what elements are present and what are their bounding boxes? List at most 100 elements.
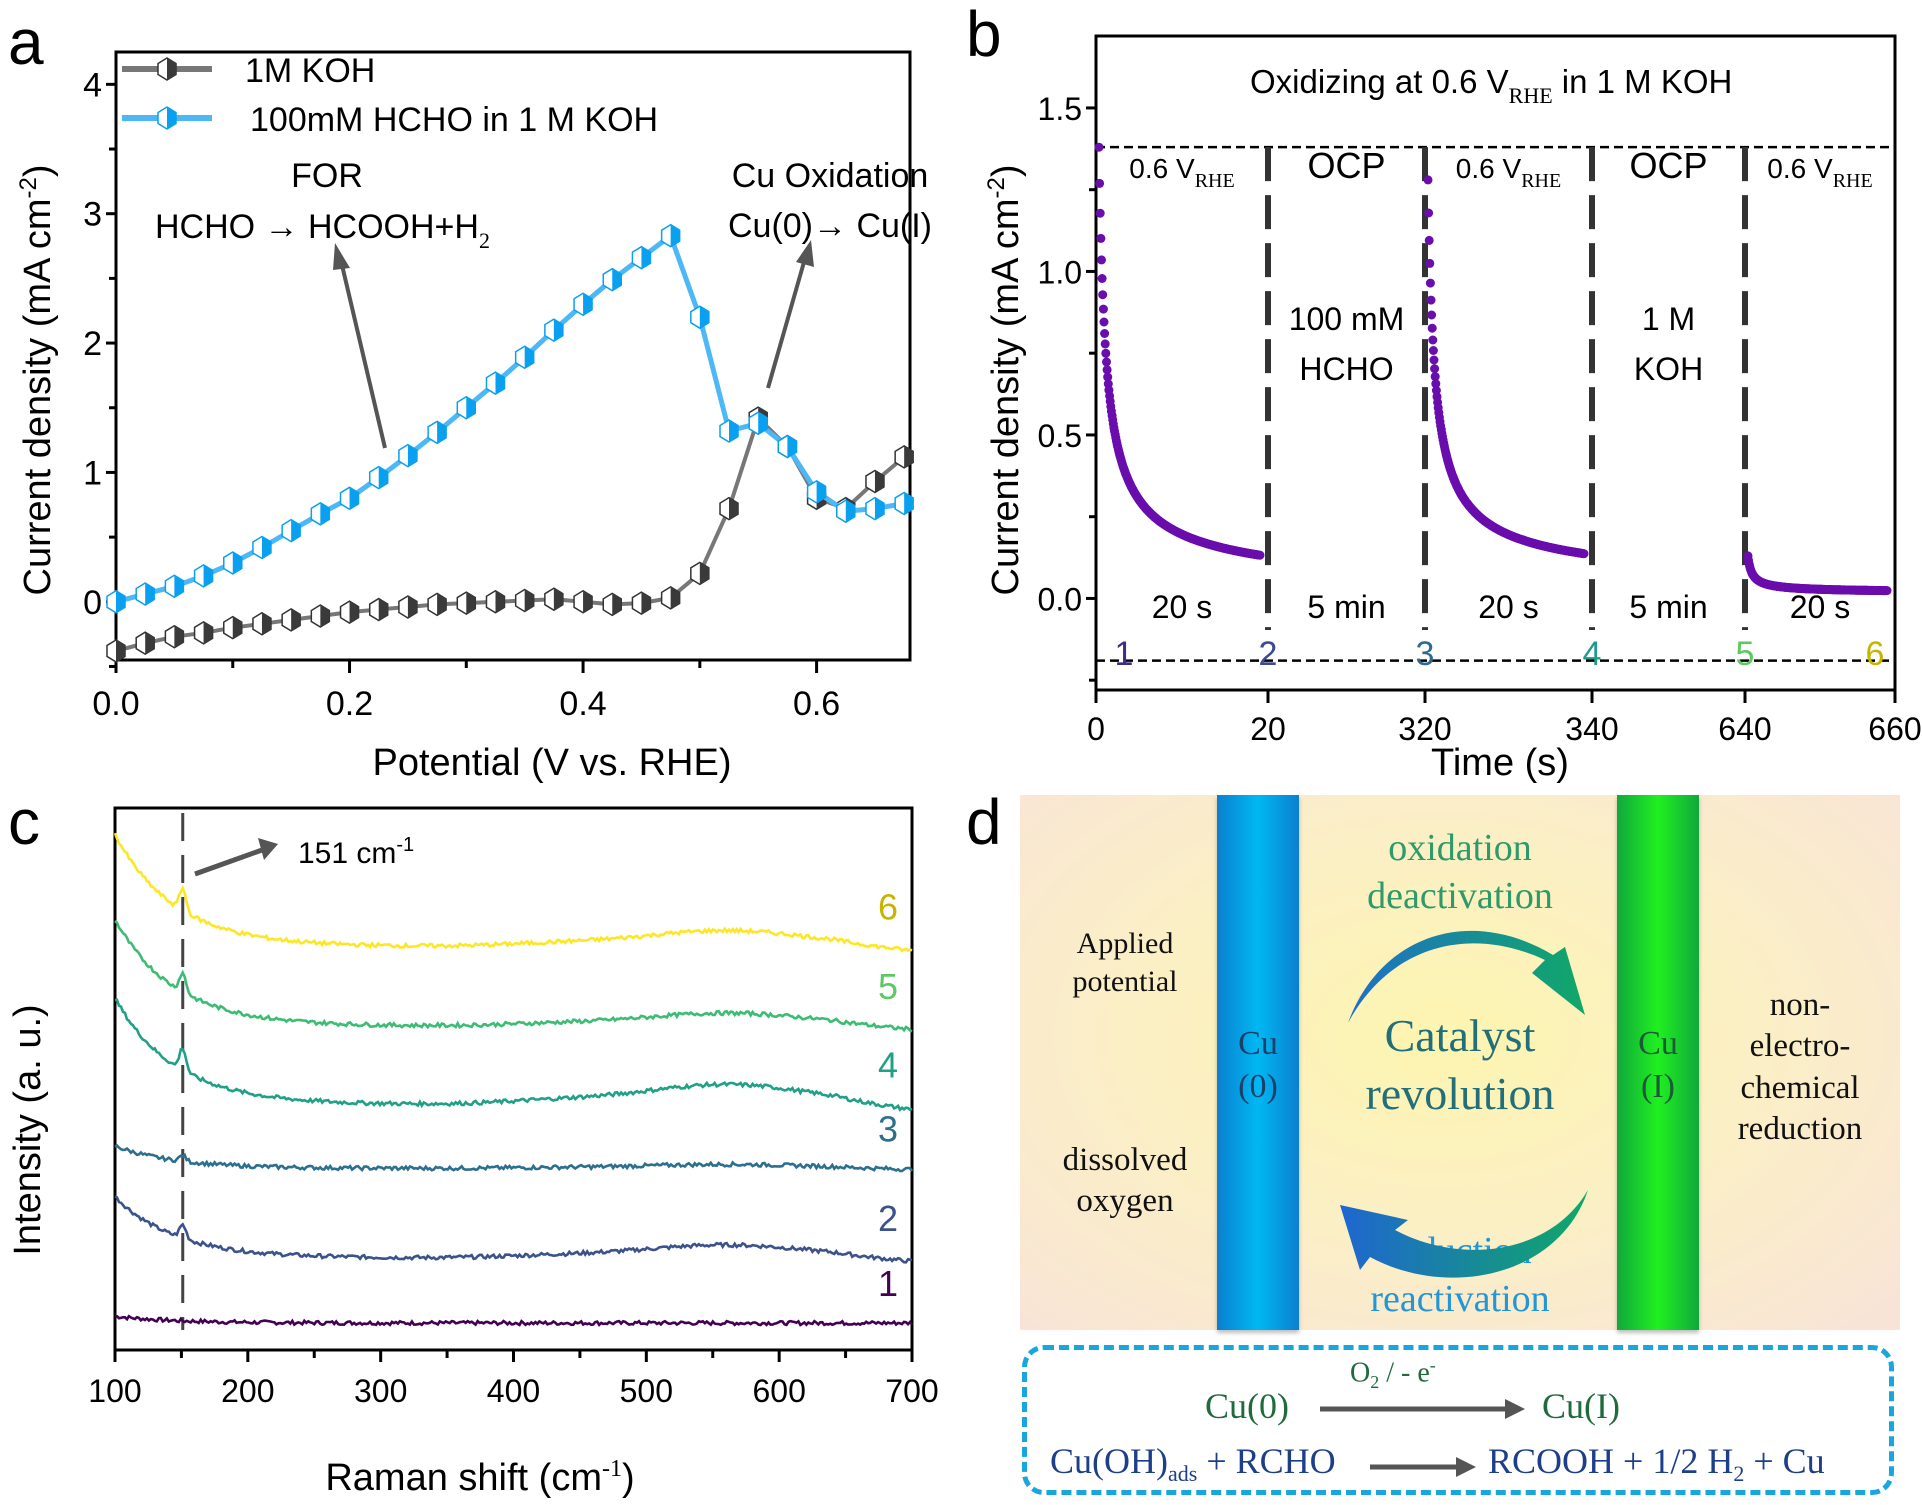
a-point-0 (164, 624, 185, 649)
a-point-1-fill (407, 444, 417, 467)
a-ytick-label: 4 (83, 66, 102, 104)
b-data-point (1430, 372, 1440, 382)
a-point-1 (427, 420, 447, 445)
a-point-0 (193, 620, 214, 645)
d-catalyst-revolution: Catalyst revolution (1365, 1010, 1555, 1119)
a-point-0-fill (320, 605, 330, 628)
a-legend-marker-koh-fill (167, 58, 176, 80)
panel-d-scheme: Applied potential dissolved oxygen Cu (0) C… (1020, 795, 1910, 1505)
a-point-0-fill (291, 608, 301, 631)
b-x-axis-label: Time (s) (1431, 742, 1569, 784)
a-point-0-fill (203, 621, 213, 644)
a-point-1-fill (612, 268, 622, 291)
a-point-1 (894, 491, 914, 516)
b-segment-label: 0.6 VRHE (1129, 153, 1234, 192)
a-point-0-fill (495, 590, 505, 613)
a-point-1-fill (291, 519, 301, 542)
a-point-0-fill (904, 445, 914, 468)
a-point-1 (748, 411, 768, 436)
a-point-0 (339, 600, 360, 625)
b-xtick-label: 660 (1868, 711, 1921, 747)
a-point-1-fill (787, 435, 797, 458)
a-point-0 (573, 589, 593, 614)
d-equation-1: Cu(0) (1205, 1386, 1289, 1426)
a-point-0-fill (174, 625, 184, 648)
b-data-point (1428, 335, 1438, 345)
b-data-point (1097, 274, 1107, 283)
a-point-0 (631, 591, 652, 615)
a-ylabel-main: Current density (mA cm (17, 199, 59, 596)
b-data-point (1100, 339, 1110, 349)
a-arrowhead-for (333, 243, 350, 270)
b-data-point (1430, 364, 1440, 374)
d-cu0-bar (1217, 795, 1299, 1330)
d-cu1-label: Cu (I) (1638, 1025, 1678, 1105)
a-point-1 (602, 267, 622, 292)
b-ytick-label: 1.5 (1038, 91, 1082, 127)
a-point-0 (223, 615, 243, 640)
c-spectrum-label: 6 (878, 887, 898, 928)
b-segment-duration: 20 s (1152, 589, 1212, 625)
a-point-0 (398, 595, 418, 619)
a-point-0-fill (729, 497, 739, 520)
b-sample-marker: 1 (1115, 635, 1134, 673)
a-point-0 (865, 469, 885, 494)
c-spectrum-1 (115, 1314, 914, 1327)
a-arrowhead-cu (796, 240, 814, 267)
b-data-point (1424, 235, 1434, 245)
a-point-0-fill (670, 586, 680, 609)
c-spectrum-3 (114, 1144, 914, 1173)
a-point-0-fill (407, 595, 417, 618)
a-point-0-fill (524, 589, 534, 612)
b-ytick-label: 1.0 (1038, 254, 1082, 290)
c-xtick-label: 300 (354, 1373, 407, 1409)
a-ytick-label: 1 (83, 454, 102, 492)
d-non-electrochemical-reduction: non-electro-chemical reduction (1737, 987, 1863, 1147)
a-point-0 (135, 631, 155, 656)
b-segment-note: 100 mM (1289, 301, 1405, 337)
b-xtick-label: 0 (1087, 711, 1105, 747)
a-point-0 (544, 587, 564, 612)
a-point-1-fill (349, 487, 359, 510)
a-point-1 (573, 292, 593, 317)
a-point-1 (660, 223, 681, 248)
a-point-1-fill (758, 412, 768, 435)
a-point-1-fill (378, 466, 388, 489)
a-point-1 (631, 245, 652, 270)
a-series-line-1 (115, 233, 905, 605)
a-point-0 (660, 586, 681, 610)
d-eq2-arrow-icon (1370, 1457, 1476, 1477)
a-point-1 (106, 589, 126, 614)
a-point-1 (281, 518, 301, 543)
a-point-0 (310, 604, 331, 628)
a-legend-marker-koh (157, 57, 177, 81)
b-segment-label: OCP (1629, 145, 1707, 186)
d-cu1-bar (1617, 795, 1699, 1330)
c-spectrum-2 (114, 1195, 913, 1264)
a-point-1-fill (495, 372, 505, 395)
a-point-1-fill (524, 346, 534, 369)
b-data-point (1094, 142, 1104, 152)
b-segment-label: 0.6 VRHE (1767, 153, 1872, 192)
c-spectrum-4 (114, 998, 913, 1112)
a-xtick-label: 0.4 (559, 685, 606, 723)
a-point-0 (602, 592, 622, 617)
a-point-1 (223, 551, 243, 575)
c-spectrum-label: 2 (878, 1198, 898, 1239)
a-point-1 (544, 318, 564, 343)
a-point-0-fill (874, 470, 884, 493)
b-xtick-label: 320 (1398, 711, 1451, 747)
a-point-0-fill (378, 598, 388, 621)
a-point-1-fill (174, 575, 184, 598)
d-eq1-product: Cu(I) (1542, 1386, 1620, 1426)
d-applied-potential: Applied potential (1072, 927, 1178, 998)
b-segment-duration: 20 s (1790, 589, 1850, 625)
c-xtick-label: 400 (487, 1373, 540, 1409)
b-segment-note: 1 M (1642, 301, 1695, 337)
a-legend-marker-hcho-fill (167, 107, 176, 129)
b-data-point (1425, 278, 1435, 288)
a-point-1-fill (261, 536, 271, 559)
b-data-point (1099, 317, 1109, 327)
b-sample-marker: 6 (1866, 635, 1885, 673)
a-point-1-fill (320, 502, 330, 525)
